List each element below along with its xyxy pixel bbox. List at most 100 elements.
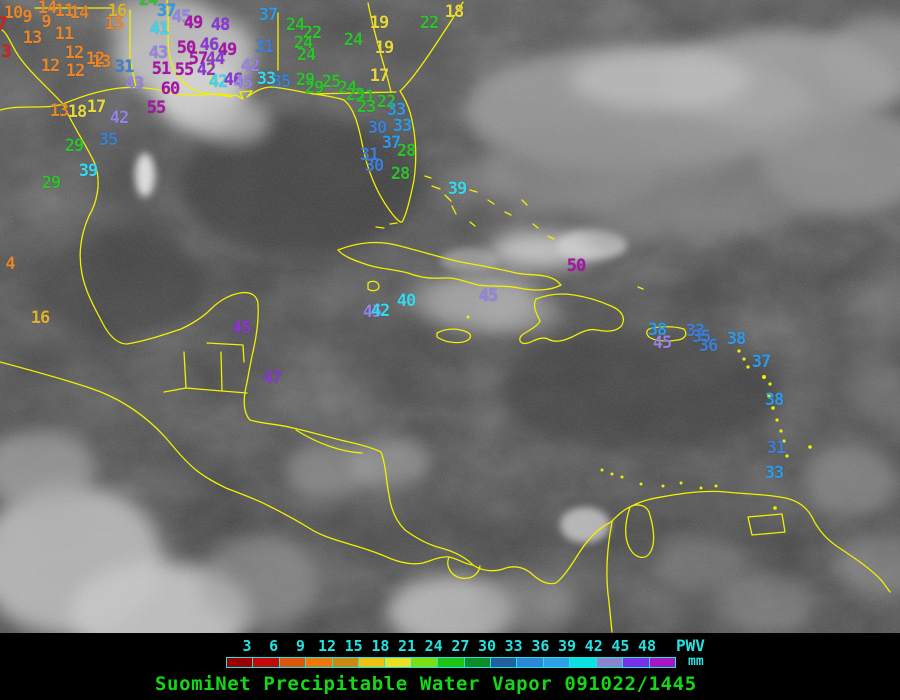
- pwv-station-value: 35: [98, 130, 119, 150]
- pwv-station-value: 18: [67, 102, 88, 122]
- mississippi-river: [166, 0, 233, 98]
- pwv-station-value: 33: [392, 116, 413, 136]
- pwv-station-value: 37: [751, 352, 772, 372]
- pwv-station-value: 19: [369, 13, 390, 33]
- jamaica: [436, 328, 472, 344]
- colorbar-tick-label: 9: [295, 637, 305, 655]
- pwv-station-value: 55: [146, 98, 167, 118]
- pwv-station-value: 11: [54, 24, 75, 44]
- pwv-station-value: 33: [685, 321, 706, 341]
- pwv-station-value: 40: [396, 291, 417, 311]
- colorbar-tick-label: 12: [317, 637, 337, 655]
- state-border: [209, 55, 213, 87]
- pwv-station-value: 42: [109, 108, 130, 128]
- us-gulf-atlantic-coast: [0, 1, 464, 223]
- state-border: [311, 91, 397, 95]
- pwv-station-value: 31: [766, 438, 787, 458]
- pwv-station-value: 16: [107, 1, 128, 21]
- honduras-border: [295, 429, 363, 454]
- pwv-station-value: 48: [210, 15, 231, 35]
- pwv-station-value: 33: [256, 69, 277, 89]
- pwv-station-value: 45: [362, 302, 383, 322]
- yucatan-borders: [206, 342, 245, 363]
- pwv-station-value: 15: [104, 14, 125, 34]
- pwv-station-value: 24: [285, 15, 306, 35]
- pwv-station-value: 14: [37, 0, 58, 18]
- pwv-station-value: 38: [647, 320, 668, 340]
- pwv-station-value: 42: [208, 72, 229, 92]
- pwv-station-value: 24: [343, 30, 364, 50]
- pwv-station-value: 42: [370, 301, 391, 321]
- pwv-station-value: 38: [726, 329, 747, 349]
- colorbar-tick-label: 36: [531, 637, 550, 655]
- guatemala-borders: [163, 351, 248, 394]
- colorbar-segment: [438, 658, 464, 667]
- pwv-station-value: 46: [223, 70, 244, 90]
- pwv-station-value: 28: [396, 141, 417, 161]
- pwv-station-value: 24: [293, 33, 314, 53]
- pwv-station-value: 49: [217, 40, 238, 60]
- pwv-station-value: 41: [149, 19, 170, 39]
- pwv-station-value: 29: [295, 70, 316, 90]
- colorbar-segment: [385, 658, 411, 667]
- pwv-station-value: 7: [0, 14, 8, 34]
- satellite-map: 10 9 14 11 14 16 15 9 13 11 3 7 12 12 13 12 12 13 18 17 42 29…: [0, 0, 900, 633]
- pwv-station-value: 10: [3, 3, 24, 23]
- small-islands: [466, 315, 812, 510]
- mm-unit-label: mm: [688, 654, 704, 669]
- pwv-station-value: 24: [337, 78, 358, 98]
- product-caption: SuomiNet Precipitable Water Vapor 091022…: [155, 673, 697, 695]
- colorbar-tick-label: 24: [424, 637, 443, 655]
- satellite-imagery: [0, 0, 900, 633]
- pwv-station-value: 35: [691, 327, 712, 347]
- pwv-station-value: 49: [183, 13, 204, 33]
- pwv-station-value: 29: [64, 136, 85, 156]
- isle-of-youth: [367, 280, 380, 292]
- pwv-station-value: 47: [262, 368, 283, 388]
- bahamas: [424, 175, 644, 290]
- pwv-station-value: 51: [151, 59, 172, 79]
- pwv-station-value: 43: [124, 74, 145, 94]
- colorbar: [226, 657, 676, 668]
- pwv-station-value: 45: [478, 286, 499, 306]
- pwv-station-value: 50: [176, 38, 197, 58]
- colorbar-tick-label: 30: [477, 637, 497, 655]
- pwv-station-value: 31: [254, 37, 275, 57]
- pwv-station-value: 19: [374, 38, 395, 58]
- river: [367, 2, 392, 93]
- colorbar-segment: [253, 658, 279, 667]
- pwv-station-value: 42: [196, 60, 217, 80]
- pwv-station-value: 42: [240, 56, 261, 76]
- pwv-station-value: 30: [367, 118, 388, 138]
- colorbar-tick-label: 18: [371, 637, 390, 655]
- pacific-coast: [0, 361, 474, 566]
- colorbar-segment: [332, 658, 359, 667]
- pwv-station-value: 44: [205, 49, 226, 69]
- stations-layer: 10 9 14 11 14 16 15 9 13 11 3 7 12 12 13 12 12 13 18 17 42 29…: [0, 0, 787, 483]
- colorbar-segment: [491, 658, 517, 667]
- pwv-station-value: 45: [231, 318, 252, 338]
- colorbar-tick-label: 39: [558, 637, 577, 655]
- pwv-station-value: 22: [376, 92, 397, 112]
- pwv-station-value: 31: [359, 145, 380, 165]
- colorbar-tick-label: 45: [611, 637, 630, 655]
- colorbar-segment: [464, 658, 491, 667]
- pwv-station-value: 22: [302, 23, 323, 43]
- colorbar-segment: [517, 658, 543, 667]
- pwv-station-value: 17: [86, 97, 107, 117]
- pwv-station-value: 12: [65, 61, 86, 81]
- cuba: [337, 241, 562, 291]
- pwv-station-value: 23: [345, 85, 366, 105]
- pwv-station-value: 24: [296, 45, 317, 65]
- colombia-border: [606, 521, 613, 633]
- colorbar-segment: [227, 658, 253, 667]
- colorbar-segment: [570, 658, 596, 667]
- colorbar-segment: [596, 658, 623, 667]
- pwv-station-value: 33: [764, 463, 785, 483]
- legend-panel: 3 6 9 12 15 18 21 24 27 30 33 36 39 42 45 48 PWV mm Suo…: [0, 633, 900, 700]
- pwv-station-value: 33: [386, 100, 407, 120]
- colorbar-segment: [279, 658, 306, 667]
- pwv-station-value: 55: [174, 60, 195, 80]
- pwv-station-value: 18: [444, 2, 465, 22]
